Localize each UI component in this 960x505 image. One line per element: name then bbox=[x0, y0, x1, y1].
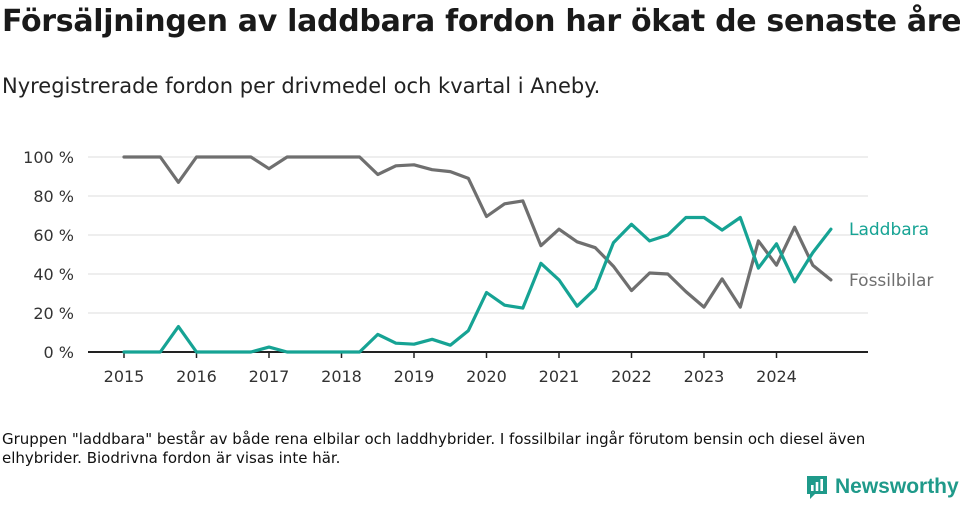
y-tick-label: 0 % bbox=[44, 343, 74, 362]
series-label-laddbara: Laddbara bbox=[849, 220, 929, 240]
y-tick-label: 40 % bbox=[33, 265, 74, 284]
y-tick-label: 100 % bbox=[23, 148, 74, 167]
x-tick-label: 2017 bbox=[249, 367, 290, 386]
newsworthy-logo[interactable]: Newsworthy bbox=[805, 474, 959, 500]
x-tick-label: 2020 bbox=[466, 367, 507, 386]
brand-name: Newsworthy bbox=[835, 475, 959, 498]
x-tick-label: 2015 bbox=[104, 367, 145, 386]
y-axis-ticks: 0 % 20 % 40 % 60 % 80 % 100 % bbox=[23, 148, 74, 362]
x-axis: 2015 2016 2017 2018 2019 2020 2021 2022 2023 2024 bbox=[88, 351, 868, 386]
chart-subtitle: Nyregistrerade fordon per drivmedel och … bbox=[2, 74, 601, 98]
chart-title: Försäljningen av laddbara fordon har öka… bbox=[2, 4, 960, 39]
y-tick-label: 60 % bbox=[33, 226, 74, 245]
x-tick-label: 2019 bbox=[394, 367, 435, 386]
y-tick-label: 80 % bbox=[33, 187, 74, 206]
x-tick-label: 2023 bbox=[684, 367, 725, 386]
line-chart: 0 %20 %40 %60 %80 %100 % 2015 2016 2017 201… bbox=[23, 148, 933, 386]
series-label-fossilbilar: Fossilbilar bbox=[849, 271, 933, 291]
series-line-fossilbilar bbox=[122, 155, 833, 309]
x-tick-label: 2018 bbox=[321, 367, 362, 386]
x-tick-label: 2024 bbox=[756, 367, 797, 386]
footnote: Gruppen "laddbara" består av både rena e… bbox=[2, 430, 866, 467]
bar-chart-logo-icon bbox=[807, 476, 827, 499]
x-tick-label: 2016 bbox=[176, 367, 217, 386]
x-tick-label: 2021 bbox=[539, 367, 580, 386]
series-lines bbox=[122, 155, 833, 354]
y-tick-label: 20 % bbox=[33, 304, 74, 323]
gridlines bbox=[88, 156, 868, 314]
series-labels: Fossilbilar Laddbara bbox=[849, 220, 933, 291]
x-tick-label: 2022 bbox=[611, 367, 652, 386]
series-line-laddbara bbox=[122, 215, 833, 354]
